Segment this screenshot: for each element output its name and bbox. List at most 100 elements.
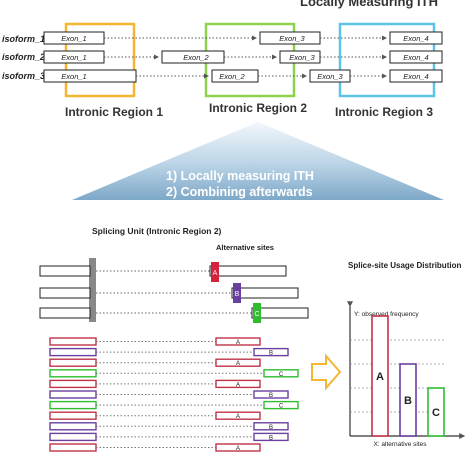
read-right-segment bbox=[263, 400, 299, 410]
read-site-label: A bbox=[236, 414, 240, 420]
read-row: A bbox=[49, 443, 261, 452]
read-row: B bbox=[49, 347, 289, 357]
read-right-segment bbox=[253, 422, 289, 431]
read-row: B bbox=[49, 422, 289, 431]
read-site-label: B bbox=[269, 425, 273, 431]
top-title: Locally Measuring ITH bbox=[300, 0, 438, 9]
site-a-label: A bbox=[213, 270, 218, 277]
read-row: A bbox=[49, 337, 261, 346]
distribution-chart: A B C bbox=[347, 301, 466, 439]
right-arrow-icon bbox=[311, 353, 342, 391]
chart-bar bbox=[427, 387, 445, 437]
step-2-text: 2) Combining afterwards bbox=[166, 185, 313, 199]
read-left-segment bbox=[49, 369, 97, 378]
read-site-label: A bbox=[236, 340, 240, 346]
isoform-2-label: isoform_2 bbox=[2, 52, 45, 62]
exon-box bbox=[39, 287, 91, 299]
splicing-unit-title: Splicing Unit (Intronic Region 2) bbox=[92, 226, 222, 236]
exon-label: Exon_4 bbox=[403, 72, 428, 81]
chart-bars: A B C bbox=[371, 315, 445, 437]
read-row: B bbox=[49, 390, 289, 399]
splice-isoform-c: C bbox=[39, 303, 309, 323]
read-right-segment bbox=[215, 358, 261, 367]
splice-isoform-a: A bbox=[39, 262, 287, 282]
read-right-segment bbox=[215, 411, 261, 420]
read-site-label: A bbox=[236, 446, 240, 452]
exon-box bbox=[251, 307, 309, 319]
read-left-segment bbox=[49, 432, 97, 442]
read-right-segment bbox=[253, 390, 289, 399]
exon-box bbox=[39, 307, 91, 319]
read-row: C bbox=[49, 369, 299, 378]
read-right-segment bbox=[215, 337, 261, 346]
read-row: A bbox=[49, 411, 261, 420]
exon-box bbox=[209, 265, 287, 277]
chart-x-label: X: alternative sites bbox=[373, 441, 427, 448]
chart-bar-label: A bbox=[376, 371, 384, 383]
exon-label: Exon_2 bbox=[183, 53, 209, 62]
read-site-label: C bbox=[279, 372, 284, 378]
read-right-segment bbox=[253, 347, 289, 357]
exon-box bbox=[389, 50, 443, 64]
read-left-segment bbox=[49, 411, 97, 420]
distribution-title: Splice-site Usage Distribution bbox=[348, 261, 461, 270]
read-right-segment bbox=[263, 369, 299, 378]
exon-label: Exon_4 bbox=[403, 53, 428, 62]
exon-label: Exon_3 bbox=[279, 34, 305, 43]
isoform-2-row: Exon_1 Exon_2 Exon_3 Exon_4 bbox=[43, 50, 443, 64]
read-site-label: A bbox=[236, 382, 240, 388]
exon-box bbox=[231, 287, 299, 299]
exon-label: Exon_3 bbox=[289, 53, 315, 62]
read-site-label: C bbox=[279, 404, 284, 410]
isoform-3-row: Exon_1 Exon_2 Exon_3 Exon_4 bbox=[43, 69, 443, 83]
site-a-marker bbox=[211, 262, 219, 282]
exon-box bbox=[389, 31, 443, 45]
alternative-sites-label: Alternative sites bbox=[216, 243, 274, 252]
step-1-text: 1) Locally measuring ITH bbox=[166, 169, 314, 183]
exon-label: Exon_1 bbox=[61, 34, 86, 43]
exon-label: Exon_4 bbox=[403, 34, 428, 43]
chart-bar-label: C bbox=[432, 407, 440, 419]
exon-box bbox=[39, 265, 91, 277]
read-right-segment bbox=[215, 379, 261, 389]
splice-isoform-b: B bbox=[39, 283, 299, 303]
read-left-segment bbox=[49, 358, 97, 367]
region-3-label: Intronic Region 3 bbox=[335, 105, 433, 119]
isoform-3-label: isoform_3 bbox=[2, 71, 45, 81]
read-right-segment bbox=[253, 432, 289, 442]
exon-label: Exon_1 bbox=[61, 53, 86, 62]
read-site-label: A bbox=[236, 361, 240, 367]
read-left-segment bbox=[49, 379, 97, 389]
read-left-segment bbox=[49, 422, 97, 431]
chart-bar bbox=[371, 315, 389, 437]
exon-label: Exon_2 bbox=[219, 72, 245, 81]
read-left-segment bbox=[49, 347, 97, 357]
region-1-label: Intronic Region 1 bbox=[65, 105, 163, 119]
isoform-1-row: Exon_1 Exon_3 Exon_4 bbox=[43, 31, 443, 45]
read-right-segment bbox=[215, 443, 261, 452]
site-c-marker bbox=[253, 303, 261, 323]
read-left-segment bbox=[49, 400, 97, 410]
chart-y-label: Y: observed frequency bbox=[354, 311, 419, 318]
exon-box bbox=[389, 69, 443, 83]
read-row: C bbox=[49, 400, 299, 410]
read-left-segment bbox=[49, 443, 97, 452]
read-row: B bbox=[49, 432, 289, 442]
site-c-label: C bbox=[254, 311, 259, 318]
read-site-label: B bbox=[269, 393, 273, 399]
read-site-label: B bbox=[269, 351, 273, 357]
exon-label: Exon_1 bbox=[61, 72, 86, 81]
chart-bar bbox=[399, 363, 417, 437]
read-row: A bbox=[49, 379, 261, 389]
read-row: A bbox=[49, 358, 261, 367]
exon-box bbox=[43, 69, 137, 83]
donor-site-bar bbox=[89, 258, 96, 322]
site-b-marker bbox=[233, 283, 241, 303]
isoform-1-label: isoform_1 bbox=[2, 34, 45, 44]
exon-label: Exon_3 bbox=[317, 72, 343, 81]
read-site-label: B bbox=[269, 435, 273, 441]
steps-triangle bbox=[72, 122, 444, 200]
region-2-label: Intronic Region 2 bbox=[209, 101, 307, 115]
